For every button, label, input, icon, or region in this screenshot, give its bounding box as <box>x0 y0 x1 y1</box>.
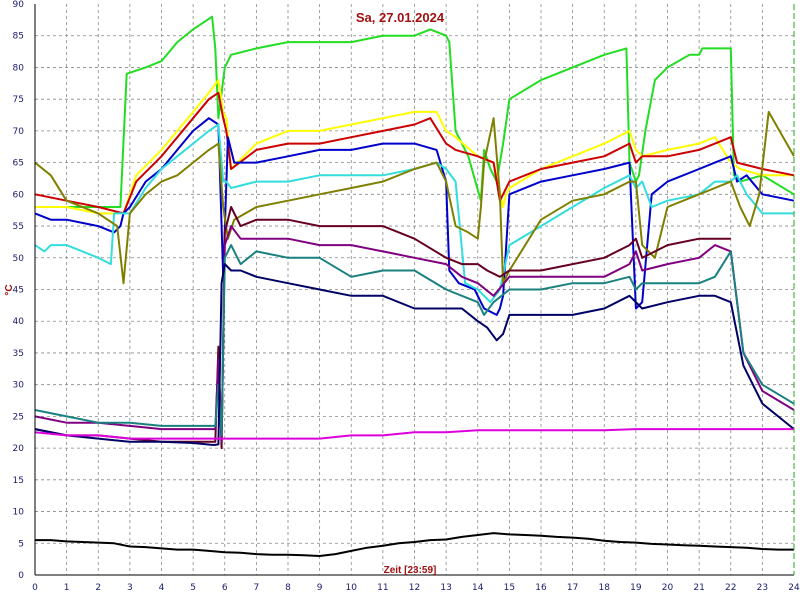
y-tick-label: 0 <box>18 571 24 581</box>
x-tick-label: 23 <box>757 583 768 593</box>
x-tick-label: 18 <box>599 583 611 593</box>
x-tick-label: 9 <box>317 583 323 593</box>
y-tick-label: 75 <box>13 95 24 105</box>
x-tick-label: 14 <box>472 583 484 593</box>
y-tick-label: 5 <box>18 539 24 549</box>
y-tick-label: 50 <box>13 254 25 264</box>
y-tick-label: 25 <box>13 412 24 422</box>
y-tick-label: 10 <box>13 508 25 518</box>
series-line-11 <box>34 428 794 440</box>
y-tick-label: 80 <box>13 63 25 73</box>
y-tick-label: 15 <box>13 476 24 486</box>
x-tick-label: 0 <box>32 583 38 593</box>
series-line-12 <box>35 532 794 557</box>
series-line-2 <box>35 79 794 215</box>
x-tick-label: 4 <box>159 583 165 593</box>
x-tick-label: 15 <box>504 583 515 593</box>
x-tick-label: 7 <box>254 583 260 593</box>
x-tick-label: 22 <box>725 583 736 593</box>
chart-title: Sa, 27.01.2024 <box>356 10 445 25</box>
y-tick-label: 45 <box>13 286 24 296</box>
x-tick-label: 12 <box>409 583 420 593</box>
y-tick-label: 65 <box>13 159 24 169</box>
y-tick-label: 40 <box>13 317 25 327</box>
y-tick-label: 30 <box>13 381 25 391</box>
x-tick-label: 3 <box>127 583 133 593</box>
x-tick-label: 21 <box>693 583 704 593</box>
series-line-6 <box>34 110 795 285</box>
y-tick-label: 70 <box>13 127 25 137</box>
y-tick-label: 60 <box>13 190 25 200</box>
x-tick-label: 5 <box>190 583 196 593</box>
series-line-9 <box>34 244 795 437</box>
x-tick-label: 19 <box>630 583 642 593</box>
x-tick-label: 17 <box>567 583 578 593</box>
y-tick-label: 20 <box>13 444 25 454</box>
x-tick-label: 8 <box>285 583 291 593</box>
x-tick-label: 11 <box>377 583 388 593</box>
series-line-3 <box>34 91 795 215</box>
series-line-8 <box>34 225 795 443</box>
series-line-10 <box>34 263 795 446</box>
y-tick-label: 85 <box>13 32 24 42</box>
x-tick-label: 1 <box>64 583 70 593</box>
x-tick-label: 20 <box>662 583 674 593</box>
x-axis-label: Zeit [23:59] <box>384 565 437 576</box>
x-tick-label: 6 <box>222 583 228 593</box>
x-tick-label: 10 <box>346 583 358 593</box>
x-tick-label: 16 <box>535 583 547 593</box>
grid-lines <box>35 4 794 575</box>
y-tick-label: 35 <box>13 349 24 359</box>
x-tick-label: 13 <box>440 583 451 593</box>
y-tick-label: 55 <box>13 222 24 232</box>
series-lines <box>34 15 795 557</box>
y-axis-label: °C <box>4 284 15 295</box>
series-line-7 <box>34 206 731 450</box>
x-tick-label: 24 <box>788 583 800 593</box>
tick-labels: 0 1 2 3 4 5 6 7 8 9 10 11 12 13 14 15 16 17 18 19 20 21 22 23 24… <box>13 0 800 593</box>
x-tick-label: 2 <box>95 583 101 593</box>
axes <box>34 4 795 576</box>
y-tick-label: 90 <box>13 0 25 10</box>
